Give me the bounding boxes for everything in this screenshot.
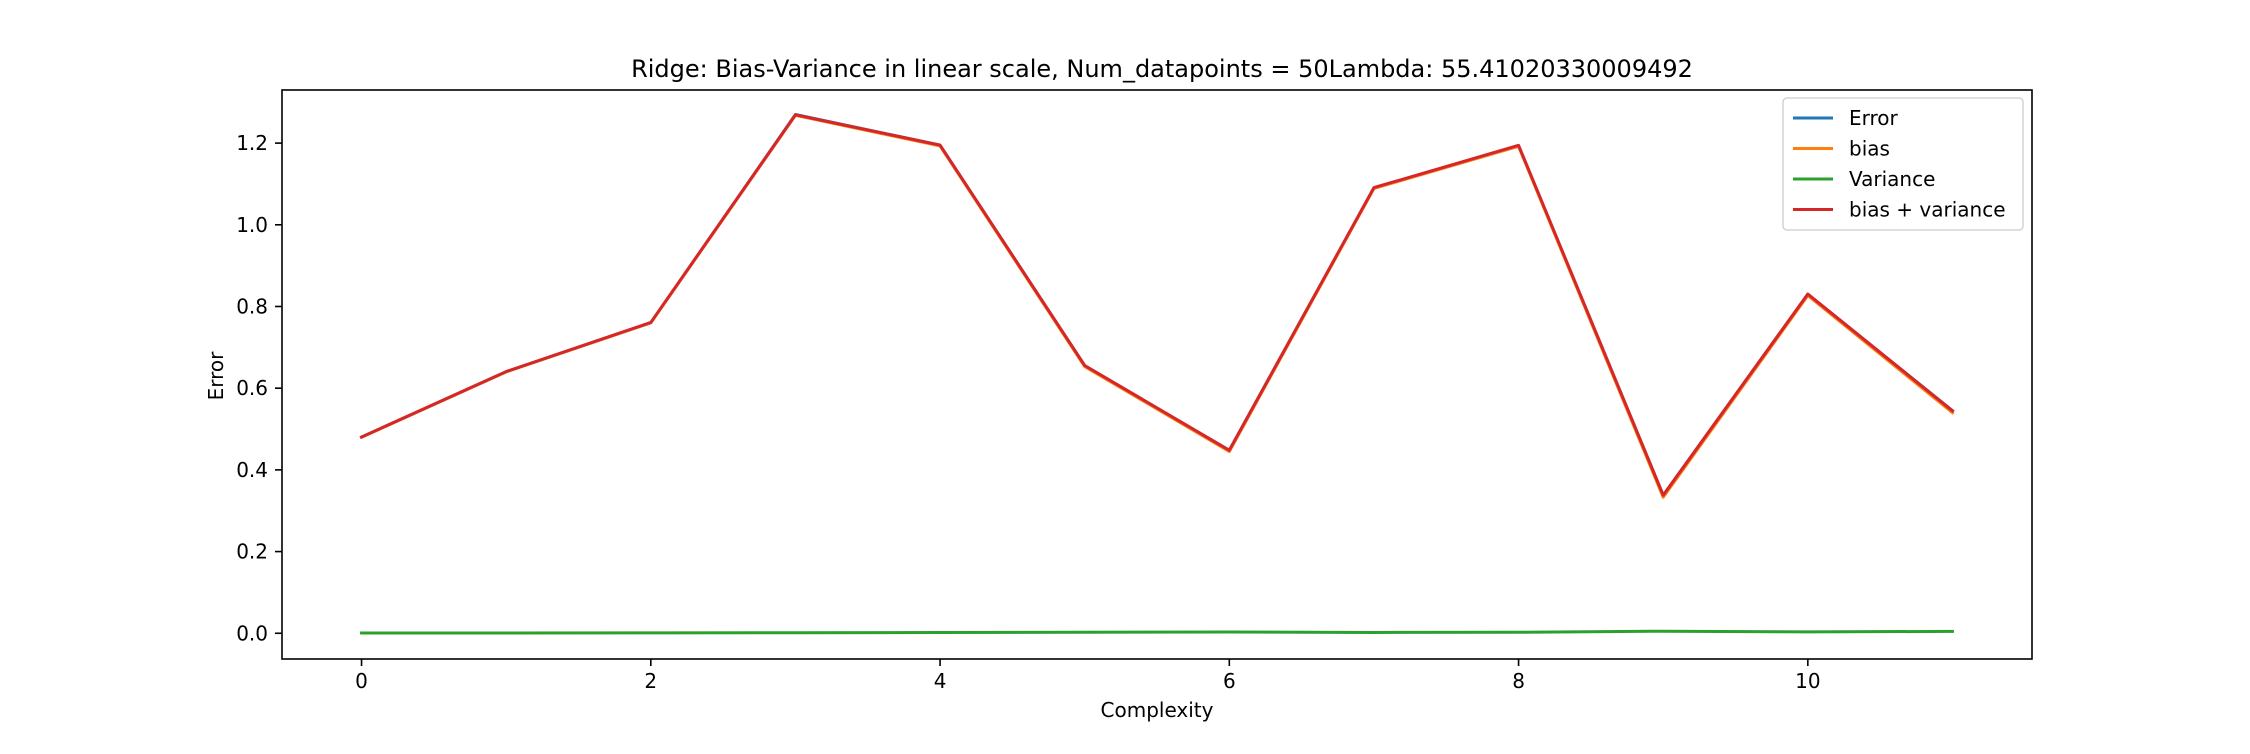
- legend-label-error: Error: [1849, 106, 1899, 130]
- legend: Error bias Variance bias + variance: [1782, 97, 2024, 231]
- x-axis-label: Complexity: [1101, 698, 1214, 722]
- legend-label-variance: Variance: [1849, 167, 1935, 191]
- plot-frame: [281, 89, 2033, 660]
- x-tick-label: 2: [644, 669, 657, 693]
- x-tick-label: 8: [1512, 669, 1525, 693]
- y-tick-label: 0.4: [236, 458, 268, 482]
- legend-label-bias-variance: bias + variance: [1849, 198, 2006, 222]
- plot-area: [359, 113, 1955, 635]
- x-tick-label: 6: [1223, 669, 1236, 693]
- y-axis-label: Error: [204, 351, 228, 401]
- y-axis: 0.0 0.2 0.4 0.6 0.8 1.0 1.2: [236, 131, 282, 645]
- series-line-bias: [359, 113, 1955, 499]
- x-axis: 0 2 4 6 8 10: [355, 659, 1821, 693]
- series-line-bias-variance: [359, 113, 1955, 497]
- y-tick-label: 1.0: [236, 213, 268, 237]
- y-tick-label: 0.8: [236, 294, 268, 318]
- chart-title: Ridge: Bias-Variance in linear scale, Nu…: [631, 55, 1693, 83]
- y-tick-label: 0.6: [236, 376, 268, 400]
- y-tick-label: 0.0: [236, 621, 268, 645]
- x-tick-label: 0: [355, 669, 368, 693]
- y-tick-label: 0.2: [236, 540, 268, 564]
- series-line-variance: [360, 629, 1954, 635]
- legend-box: [1782, 97, 2024, 231]
- x-tick-label: 4: [934, 669, 947, 693]
- y-tick-label: 1.2: [236, 131, 268, 155]
- series-line-error: [359, 113, 1955, 497]
- legend-label-bias: bias: [1849, 137, 1890, 161]
- x-tick-label: 10: [1795, 669, 1820, 693]
